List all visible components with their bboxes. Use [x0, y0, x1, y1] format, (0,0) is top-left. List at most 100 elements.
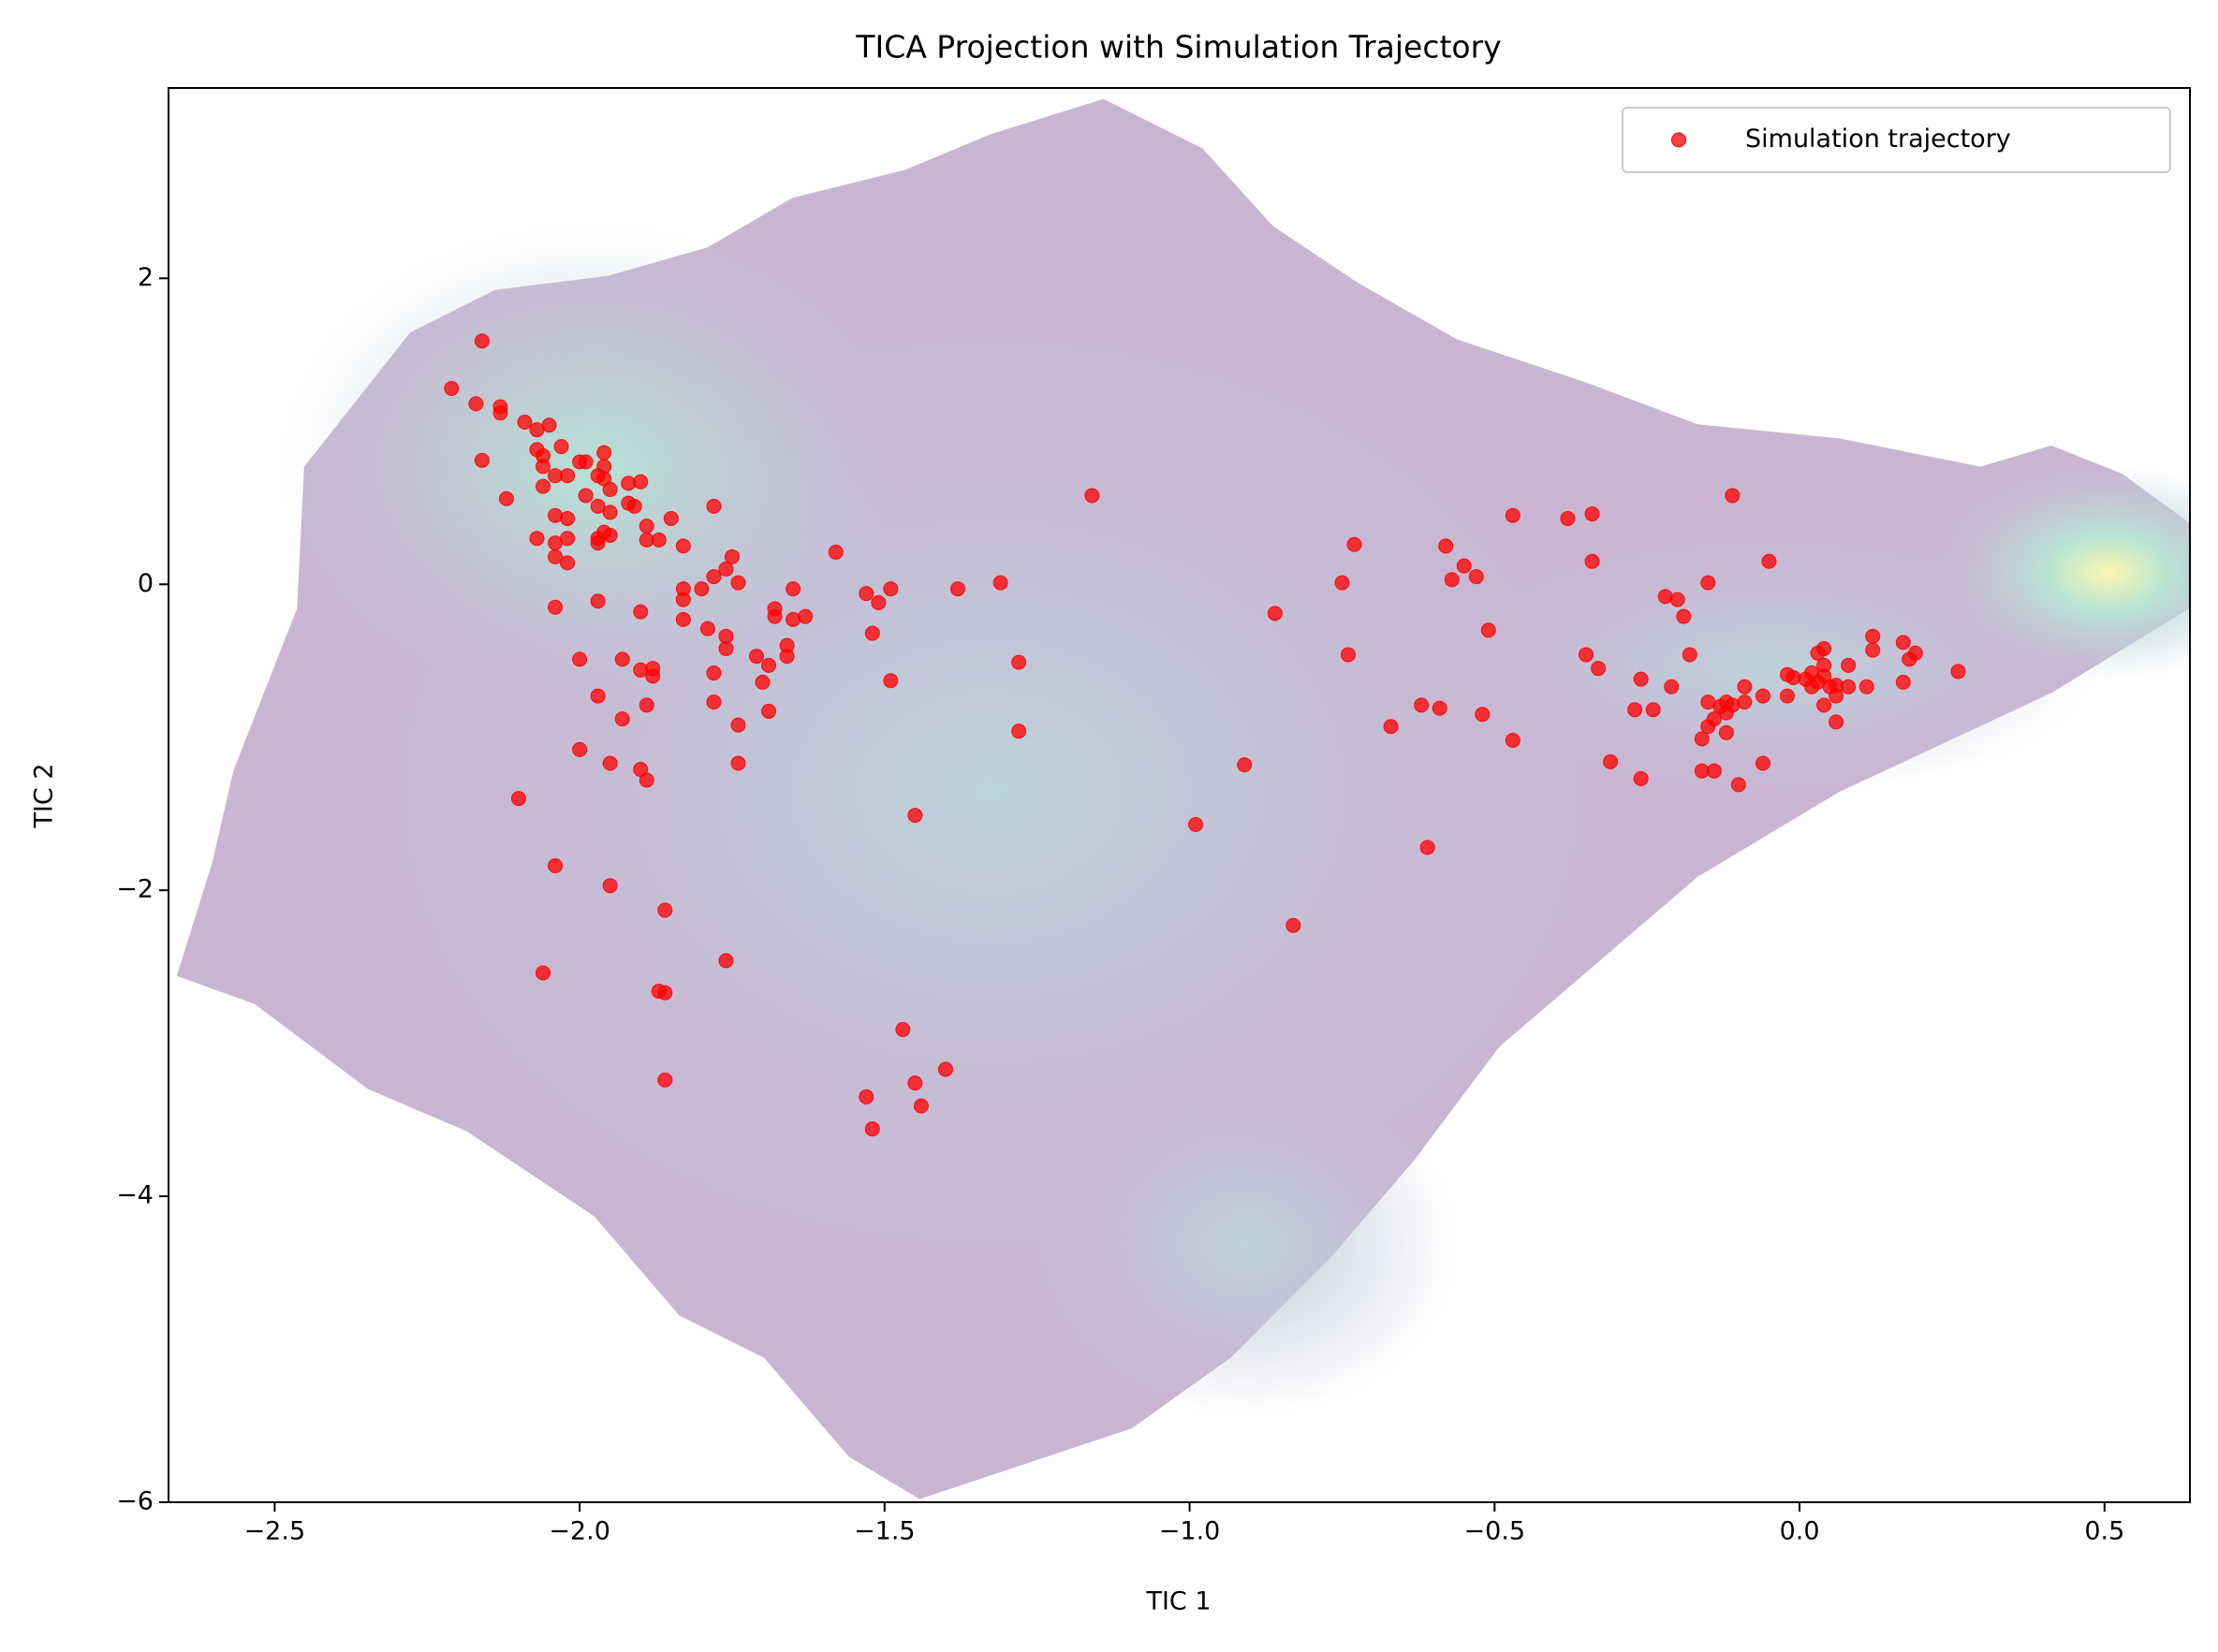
trajectory-point	[1755, 755, 1770, 771]
trajectory-point	[1895, 674, 1911, 690]
trajectory-point	[992, 575, 1008, 591]
y-tick-label: −6	[116, 1487, 154, 1516]
trajectory-point	[1334, 575, 1350, 591]
trajectory-point	[1780, 688, 1796, 704]
trajectory-point	[1383, 719, 1399, 735]
trajectory-point	[578, 488, 594, 504]
trajectory-point	[1285, 917, 1301, 933]
trajectory-point	[1237, 757, 1253, 773]
trajectory-point	[749, 649, 765, 665]
x-tick-label: −1.5	[854, 1517, 916, 1546]
trajectory-point	[937, 1061, 953, 1077]
trajectory-point	[883, 673, 899, 689]
trajectory-point	[626, 498, 642, 514]
trajectory-point	[1841, 679, 1857, 694]
trajectory-point	[645, 668, 661, 684]
trajectory-point	[1475, 707, 1491, 723]
trajectory-point	[590, 688, 606, 704]
y-axis-label: TIC 2	[30, 763, 59, 828]
trajectory-point	[602, 481, 618, 497]
trajectory-point	[1579, 647, 1594, 663]
trajectory-point	[590, 535, 606, 551]
trajectory-point	[1907, 645, 1923, 661]
trajectory-point	[1816, 640, 1832, 656]
trajectory-point	[1188, 816, 1204, 832]
trajectory-point	[1694, 731, 1710, 747]
trajectory-point	[706, 694, 722, 710]
density-background	[176, 98, 2190, 1499]
trajectory-point	[761, 703, 777, 719]
trajectory-point	[699, 621, 715, 636]
trajectory-point	[1414, 697, 1430, 713]
y-tick-label: 2	[138, 263, 154, 292]
trajectory-point	[1700, 719, 1716, 735]
trajectory-point	[444, 381, 460, 397]
trajectory-point	[828, 544, 844, 560]
scatter-points	[444, 333, 1966, 1137]
trajectory-point	[724, 548, 740, 564]
trajectory-point	[1267, 606, 1283, 621]
trajectory-point	[786, 581, 801, 597]
trajectory-point	[1438, 538, 1454, 554]
trajectory-point	[474, 333, 490, 349]
chart-title: TICA Projection with Simulation Trajecto…	[855, 29, 1501, 66]
y-tick-label: −2	[116, 875, 154, 904]
trajectory-point	[1676, 608, 1692, 624]
trajectory-point	[1340, 647, 1356, 663]
trajectory-point	[639, 772, 654, 788]
trajectory-point	[651, 532, 667, 548]
legend-marker	[1671, 132, 1686, 148]
trajectory-point	[1591, 661, 1607, 677]
trajectory-point	[718, 561, 734, 577]
trajectory-point	[1682, 647, 1697, 663]
trajectory-point	[492, 405, 508, 421]
trajectory-point	[779, 649, 795, 665]
legend-box	[1622, 107, 2171, 173]
trajectory-point	[498, 490, 514, 506]
trajectory-point	[633, 474, 649, 490]
trajectory-point	[706, 569, 722, 585]
trajectory-point	[1761, 553, 1777, 569]
trajectory-point	[1627, 702, 1643, 718]
trajectory-point	[730, 717, 746, 733]
trajectory-point	[553, 439, 569, 455]
trajectory-point	[548, 858, 564, 874]
trajectory-point	[560, 510, 576, 526]
trajectory-point	[639, 697, 654, 713]
trajectory-point	[1865, 642, 1881, 658]
x-axis-label: TIC 1	[1145, 1587, 1211, 1616]
trajectory-point	[657, 902, 673, 918]
trajectory-point	[1346, 536, 1362, 552]
trajectory-point	[639, 519, 654, 534]
trajectory-point	[633, 604, 649, 620]
trajectory-point	[590, 498, 606, 514]
x-tick-label: −0.5	[1464, 1517, 1526, 1546]
plot-frame	[168, 87, 2191, 1503]
legend: Simulation trajectory	[1622, 107, 2171, 173]
trajectory-point	[675, 592, 691, 607]
trajectory-point	[572, 741, 588, 757]
trajectory-point	[590, 593, 606, 609]
trajectory-point	[541, 417, 557, 433]
trajectory-point	[602, 504, 618, 520]
trajectory-point	[1865, 628, 1881, 644]
trajectory-point	[1737, 694, 1753, 710]
trajectory-point	[614, 711, 630, 727]
trajectory-point	[1700, 575, 1716, 591]
trajectory-point	[548, 599, 564, 615]
trajectory-point	[572, 651, 588, 667]
trajectory-point	[1560, 510, 1576, 526]
trajectory-point	[706, 498, 722, 514]
trajectory-point	[468, 396, 484, 412]
trajectory-point	[1480, 622, 1496, 638]
trajectory-point	[1584, 506, 1600, 522]
trajectory-point	[602, 878, 618, 894]
trajectory-point	[871, 594, 887, 610]
trajectory-point	[761, 657, 777, 673]
trajectory-point	[1584, 553, 1600, 569]
trajectory-point	[1432, 700, 1447, 716]
axes: −2.5 −2.0 −1.5 −1.0 −0.5 0.0 0.5 −6 −4 −2 0 2	[116, 263, 2124, 1546]
trajectory-point	[864, 1121, 880, 1137]
y-tick-label: 0	[138, 569, 154, 598]
